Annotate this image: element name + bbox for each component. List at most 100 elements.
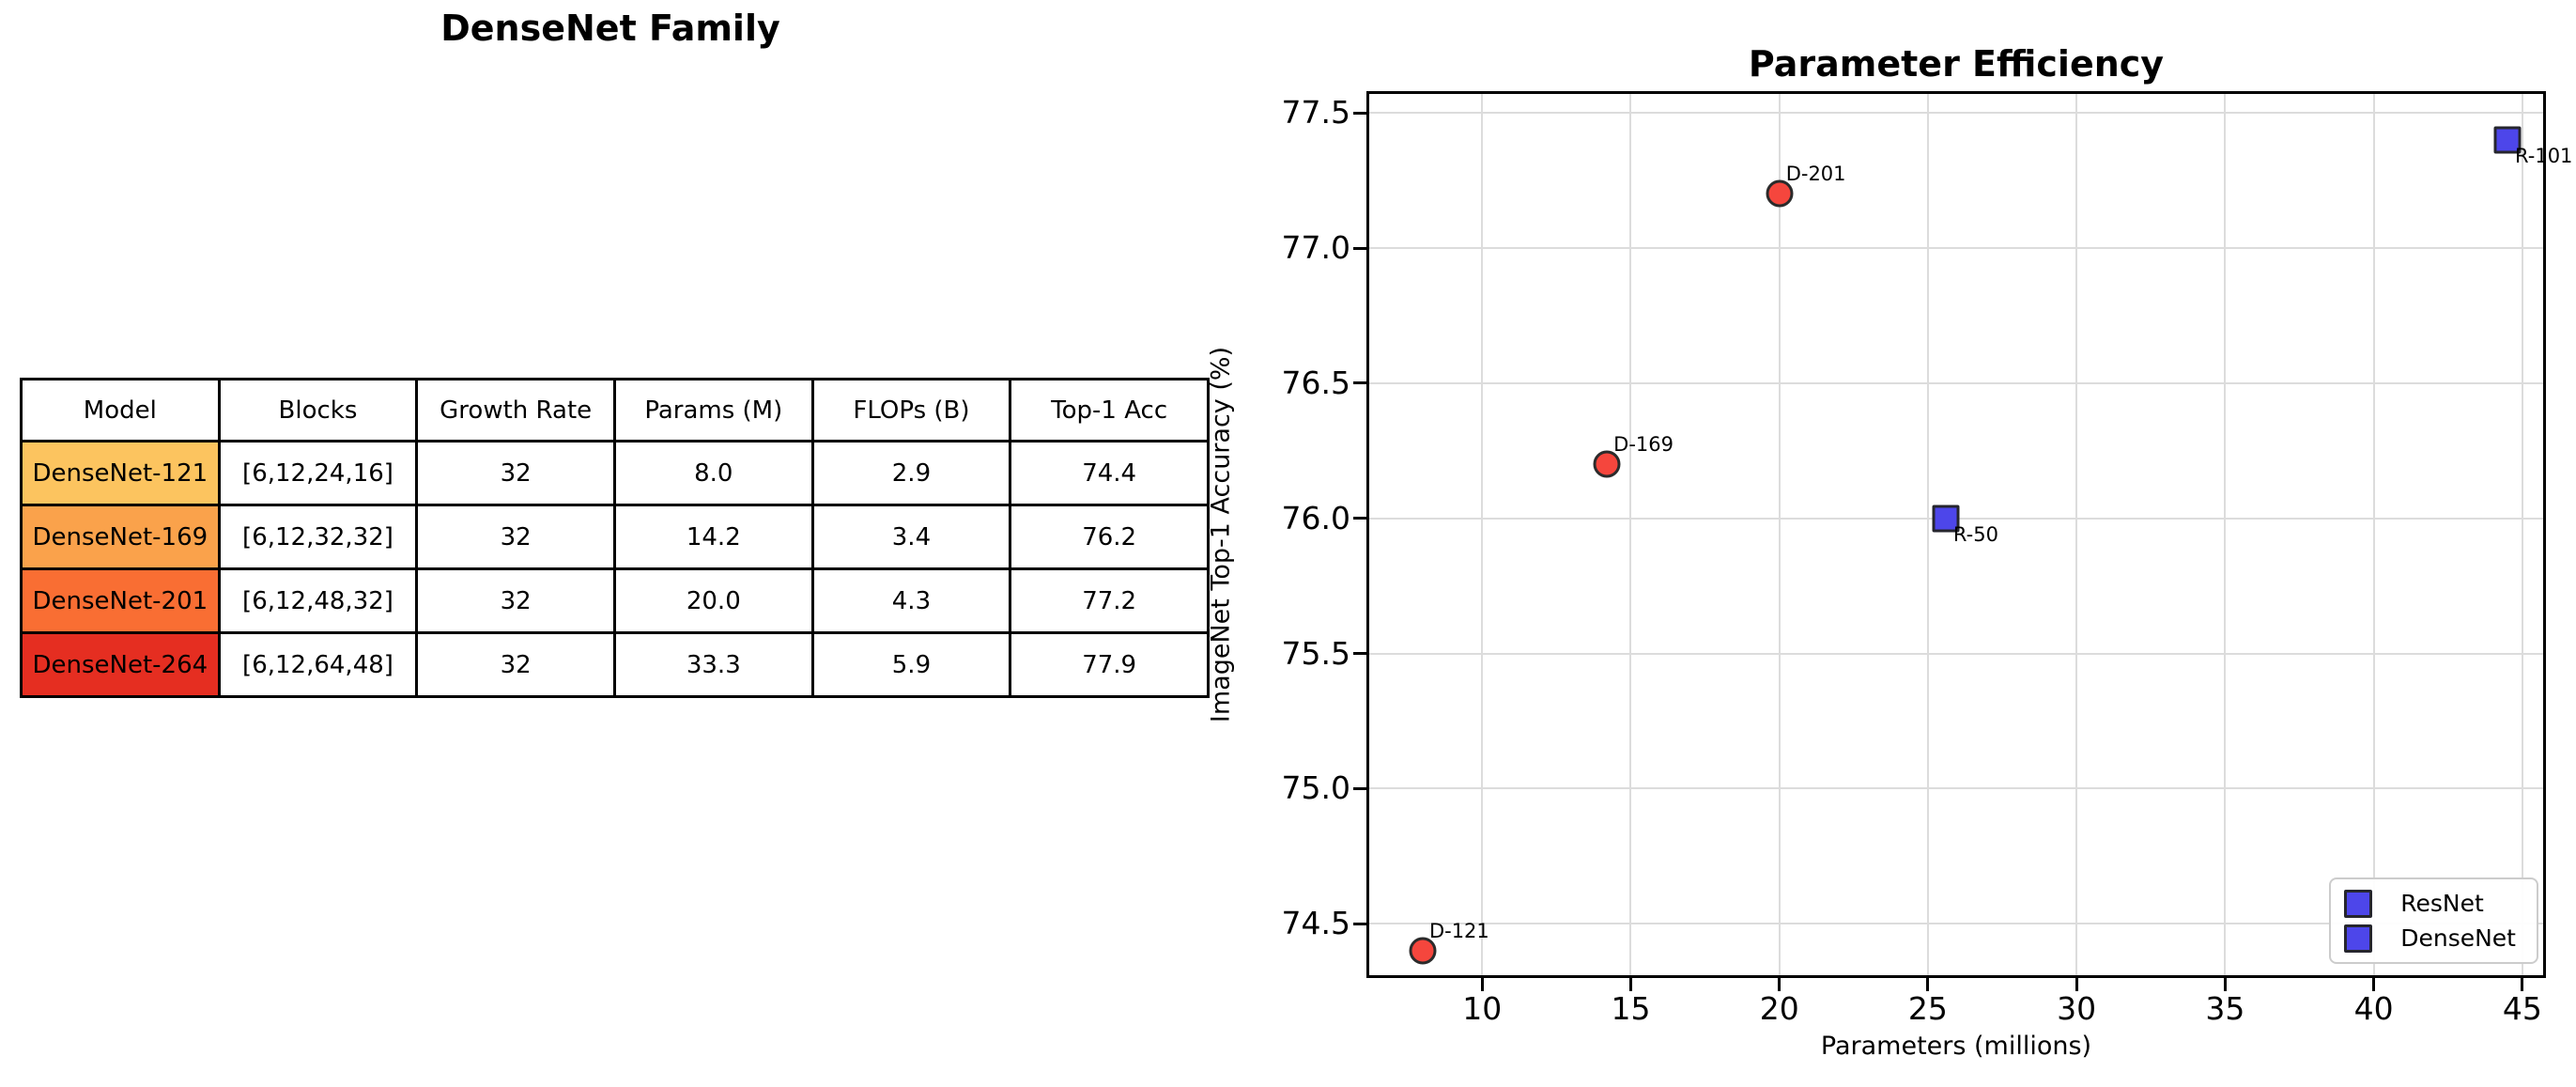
table-row: DenseNet-169 [6,12,32,32] 32 14.2 3.4 76.2 [20, 504, 1210, 570]
table-header-cell: Model [20, 378, 221, 443]
y-tick-mark [1353, 517, 1366, 520]
gridline-vertical [2521, 94, 2523, 975]
table-head: Model Blocks Growth Rate Params (M) FLOPs (B… [20, 378, 1210, 443]
x-tick-label: 40 [2353, 990, 2394, 1027]
y-tick-label: 77.5 [1281, 94, 1350, 132]
y-tick-mark [1353, 922, 1366, 925]
table-cell: [6,12,24,16] [217, 440, 419, 506]
x-tick-mark [2521, 978, 2524, 991]
scatter-point-D-201 [1766, 179, 1794, 208]
legend-marker-square [2344, 924, 2373, 953]
legend-marker-square [2344, 889, 2373, 918]
legend-label: ResNet [2400, 889, 2484, 917]
table-cell: 8.0 [612, 440, 814, 506]
plot-area: D-121 D-169 D-201 R-50 R-101 ResNet DenseNet [1366, 91, 2572, 978]
table-cell: 20.0 [612, 567, 814, 634]
table-cell: 33.3 [612, 631, 814, 698]
table-cell: 3.4 [810, 504, 1012, 570]
gridline-horizontal [1369, 652, 2543, 655]
y-tick-mark [1353, 381, 1366, 385]
table-cell: [6,12,64,48] [217, 631, 419, 698]
x-tick-mark [1778, 978, 1782, 991]
table-cell: 77.2 [1009, 567, 1210, 634]
table-cell: 4.3 [810, 567, 1012, 634]
gridline-vertical [1778, 94, 1781, 975]
table-header-cell: Params (M) [612, 378, 814, 443]
y-tick-mark [1353, 786, 1366, 790]
table-cell: 74.4 [1009, 440, 1210, 506]
x-tick-mark [2223, 978, 2227, 991]
table-title: DenseNet Family [440, 8, 780, 49]
table-header-cell: Top-1 Acc [1009, 378, 1210, 443]
table-header-cell: FLOPs (B) [810, 378, 1012, 443]
y-tick-label: 74.5 [1281, 905, 1350, 942]
x-tick-label: 20 [1759, 990, 1799, 1027]
y-tick-label: 76.5 [1281, 364, 1350, 401]
gridline-vertical [1629, 94, 1632, 975]
table-cell: 32 [415, 567, 616, 634]
point-label-D-169: D-169 [1613, 433, 1674, 457]
x-tick-mark [2372, 978, 2376, 991]
table-cell: 76.2 [1009, 504, 1210, 570]
x-tick-label: 25 [1907, 990, 1948, 1027]
point-label-D-201: D-201 [1785, 163, 1846, 186]
model-cell: DenseNet-121 [20, 440, 221, 506]
table-cell: 14.2 [612, 504, 814, 570]
x-tick-mark [1926, 978, 1930, 991]
y-axis-label: ImageNet Top-1 Accuracy (%) [1206, 346, 1236, 723]
gridline-vertical [1926, 94, 1929, 975]
y-tick-label: 75.0 [1281, 769, 1350, 807]
point-label-R-101: R-101 [2515, 144, 2573, 167]
y-tick-mark [1353, 652, 1366, 656]
gridline-horizontal [1369, 923, 2543, 925]
x-tick-mark [1628, 978, 1632, 991]
table-cell: [6,12,32,32] [217, 504, 419, 570]
scatter-point-R-50 [1932, 505, 1960, 533]
gridline-horizontal [1369, 112, 2543, 115]
x-tick-label: 45 [2502, 990, 2542, 1027]
y-tick-label: 77.0 [1281, 229, 1350, 266]
scatter-point-D-169 [1593, 450, 1621, 478]
legend-entry-densenet: DenseNet [2344, 921, 2516, 955]
y-tick-label: 76.0 [1281, 499, 1350, 536]
table-cell: 32 [415, 504, 616, 570]
table-header-cell: Blocks [217, 378, 419, 443]
gridline-vertical [2075, 94, 2078, 975]
x-tick-label: 35 [2205, 990, 2245, 1027]
model-cell: DenseNet-264 [20, 631, 221, 698]
y-tick-mark [1353, 111, 1366, 115]
legend-label: DenseNet [2400, 924, 2516, 952]
table-body: DenseNet-121 [6,12,24,16] 32 8.0 2.9 74.4 Dens… [20, 440, 1210, 698]
scatter-point-D-121 [1409, 937, 1437, 965]
x-tick-mark [2075, 978, 2078, 991]
table-cell: 5.9 [810, 631, 1012, 698]
legend-entry-resnet: ResNet [2344, 886, 2516, 921]
gridline-horizontal [1369, 381, 2543, 384]
table-row: DenseNet-264 [6,12,64,48] 32 33.3 5.9 77.9 [20, 631, 1210, 698]
model-cell: DenseNet-169 [20, 504, 221, 570]
x-tick-label: 15 [1611, 990, 1651, 1027]
table-cell: 32 [415, 631, 616, 698]
densenet-table: Model Blocks Growth Rate Params (M) FLOPs (B… [20, 378, 1210, 698]
x-axis-label: Parameters (millions) [1820, 1032, 2092, 1061]
y-tick-label: 75.5 [1281, 634, 1350, 672]
gridline-horizontal [1369, 787, 2543, 790]
legend: ResNet DenseNet [2329, 877, 2538, 964]
table-header-cell: Growth Rate [415, 378, 616, 443]
table-cell: 32 [415, 440, 616, 506]
x-tick-label: 30 [2057, 990, 2097, 1027]
table-cell: 77.9 [1009, 631, 1210, 698]
table-cell: [6,12,48,32] [217, 567, 419, 634]
y-tick-mark [1353, 246, 1366, 250]
table-row: DenseNet-201 [6,12,48,32] 32 20.0 4.3 77.2 [20, 567, 1210, 634]
point-label-D-121: D-121 [1428, 920, 1489, 943]
gridline-vertical [1481, 94, 1484, 975]
model-cell: DenseNet-201 [20, 567, 221, 634]
table-header-row: Model Blocks Growth Rate Params (M) FLOPs (B… [20, 378, 1210, 443]
chart-title: Parameter Efficiency [1748, 43, 2165, 85]
gridline-vertical [2372, 94, 2375, 975]
point-label-R-50: R-50 [1952, 522, 1998, 546]
scatter-point-R-101 [2493, 126, 2522, 154]
x-tick-mark [1480, 978, 1484, 991]
